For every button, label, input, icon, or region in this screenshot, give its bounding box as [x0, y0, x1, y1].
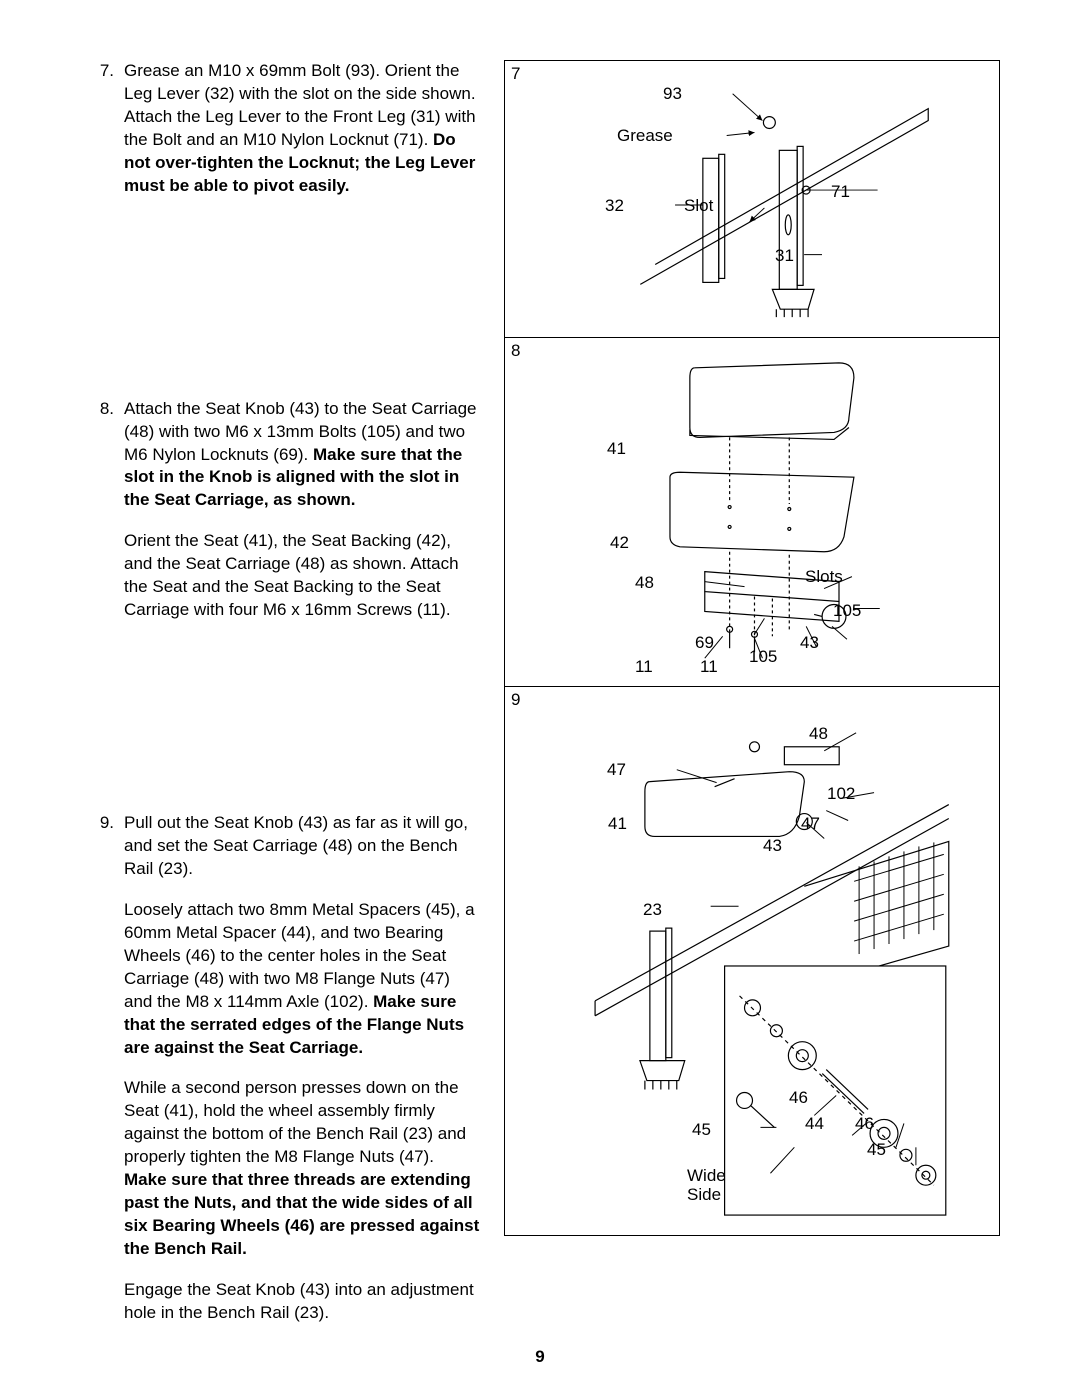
- diagrams-column: 7: [504, 60, 1000, 1300]
- diagram-corner-number: 7: [511, 65, 520, 84]
- diagram-label: 11: [700, 658, 718, 677]
- diagram-7-svg: [505, 61, 999, 337]
- step-number: 7.: [80, 60, 124, 216]
- step-body: Attach the Seat Knob (43) to the Seat Ca…: [124, 398, 480, 640]
- diagram-label: 31: [775, 247, 794, 266]
- diagram-corner-number: 9: [511, 691, 520, 710]
- text-run: Engage the Seat Knob (43) into an adjust…: [124, 1280, 474, 1322]
- diagram-label: Grease: [617, 127, 673, 146]
- step-number: 8.: [80, 398, 124, 640]
- diagram-label: 41: [608, 815, 627, 834]
- diagram-8: 8: [504, 337, 1000, 687]
- step-paragraph: Orient the Seat (41), the Seat Backing (…: [124, 530, 480, 622]
- diagram-9: 9: [504, 686, 1000, 1236]
- diagram-9-svg: [505, 687, 999, 1235]
- diagram-label: 11: [635, 658, 653, 677]
- spacer: [80, 652, 480, 812]
- instruction-step: 9.Pull out the Seat Knob (43) as far as …: [80, 812, 480, 1343]
- diagram-label: 46: [855, 1115, 874, 1134]
- text-run: Grease an M10 x 69mm Bolt (93). Orient t…: [124, 61, 476, 149]
- diagram-label: Slot: [684, 197, 713, 216]
- instructions-column: 7.Grease an M10 x 69mm Bolt (93). Orient…: [80, 60, 480, 1300]
- diagram-label: 47: [801, 815, 820, 834]
- step-body: Pull out the Seat Knob (43) as far as it…: [124, 812, 480, 1343]
- text-run: Pull out the Seat Knob (43) as far as it…: [124, 813, 468, 878]
- step-paragraph: Pull out the Seat Knob (43) as far as it…: [124, 812, 480, 881]
- diagram-label: 23: [643, 901, 662, 920]
- two-column-layout: 7.Grease an M10 x 69mm Bolt (93). Orient…: [80, 60, 1000, 1300]
- diagram-label: 71: [831, 183, 850, 202]
- diagram-label: 44: [805, 1115, 824, 1134]
- diagram-label: Wide Side: [687, 1167, 726, 1204]
- step-number: 9.: [80, 812, 124, 1343]
- diagram-label: 48: [809, 725, 828, 744]
- instruction-step: 8.Attach the Seat Knob (43) to the Seat …: [80, 398, 480, 640]
- diagram-label: 32: [605, 197, 624, 216]
- diagram-label: 45: [867, 1141, 886, 1160]
- diagram-label: 42: [610, 534, 629, 553]
- step-paragraph: Loosely attach two 8mm Metal Spacers (45…: [124, 899, 480, 1060]
- diagram-label: 43: [763, 837, 782, 856]
- step-paragraph: Attach the Seat Knob (43) to the Seat Ca…: [124, 398, 480, 513]
- diagram-label: 45: [692, 1121, 711, 1140]
- text-run: Orient the Seat (41), the Seat Backing (…: [124, 531, 459, 619]
- diagram-label: 69: [695, 634, 714, 653]
- step-body: Grease an M10 x 69mm Bolt (93). Orient t…: [124, 60, 480, 216]
- page-number: 9: [0, 1347, 1080, 1367]
- spacer: [80, 228, 480, 398]
- step-paragraph: Engage the Seat Knob (43) into an adjust…: [124, 1279, 480, 1325]
- step-paragraph: While a second person presses down on th…: [124, 1077, 480, 1261]
- diagram-label: 47: [607, 761, 626, 780]
- text-run: Make sure that three threads are extendi…: [124, 1170, 479, 1258]
- diagram-label: 41: [607, 440, 626, 459]
- manual-page: 7.Grease an M10 x 69mm Bolt (93). Orient…: [0, 0, 1080, 1397]
- diagram-7: 7: [504, 60, 1000, 338]
- instruction-step: 7.Grease an M10 x 69mm Bolt (93). Orient…: [80, 60, 480, 216]
- diagram-label: 43: [800, 634, 819, 653]
- diagram-label: 48: [635, 574, 654, 593]
- text-run: While a second person presses down on th…: [124, 1078, 466, 1166]
- diagram-label: 105: [749, 648, 777, 667]
- diagram-corner-number: 8: [511, 342, 520, 361]
- diagram-label: 93: [663, 85, 682, 104]
- diagram-label: 46: [789, 1089, 808, 1108]
- diagram-label: 102: [827, 785, 855, 804]
- diagram-label: Slots: [805, 568, 843, 587]
- diagram-8-svg: [505, 338, 999, 686]
- step-paragraph: Grease an M10 x 69mm Bolt (93). Orient t…: [124, 60, 480, 198]
- diagram-label: 105: [833, 602, 861, 621]
